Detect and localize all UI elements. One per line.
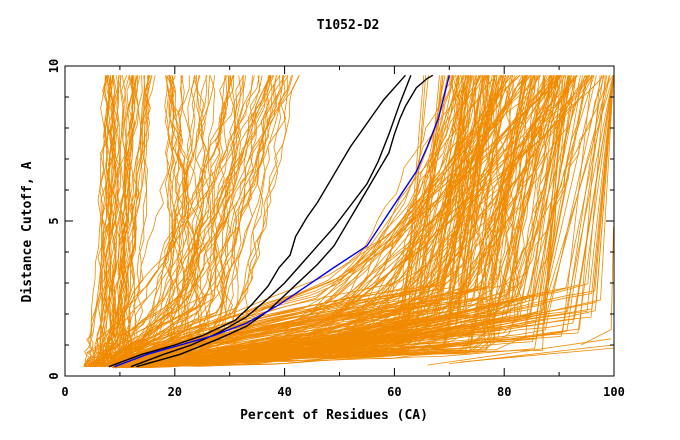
chart-title: T1052-D2 <box>317 18 380 33</box>
model-line <box>127 75 545 368</box>
x-tick-label: 0 <box>61 385 68 399</box>
model-line <box>580 227 614 346</box>
x-tick-label: 80 <box>497 385 511 399</box>
axis-ticks: 0 20 40 60 80 100 0 5 10 <box>47 59 625 399</box>
model-line <box>132 75 557 367</box>
model-line <box>104 75 241 368</box>
model-line <box>93 75 244 367</box>
model-line <box>84 75 134 368</box>
model-line <box>117 75 479 367</box>
model-line <box>150 75 583 367</box>
model-line <box>427 338 612 366</box>
model-line <box>153 75 465 368</box>
model-line <box>110 75 260 367</box>
model-line <box>123 75 183 367</box>
model-line <box>123 75 566 368</box>
model-line <box>85 75 110 367</box>
model-line <box>158 75 471 367</box>
model-line <box>148 75 524 366</box>
model-line <box>169 75 523 368</box>
highlight-series-line <box>136 74 434 368</box>
highlight-lines <box>108 74 450 368</box>
highlight-series-line <box>130 75 412 368</box>
model-line <box>122 75 199 367</box>
model-line <box>91 75 216 367</box>
model-line <box>115 75 459 367</box>
model-line <box>460 347 614 363</box>
model-line <box>93 75 293 368</box>
model-line <box>130 75 300 367</box>
model-line <box>113 75 205 367</box>
model-line <box>94 75 272 367</box>
y-tick-label: 5 <box>47 217 61 224</box>
y-tick-label: 0 <box>47 372 61 379</box>
x-tick-label: 100 <box>603 385 625 399</box>
model-line <box>141 75 536 368</box>
model-line <box>145 75 553 366</box>
model-line <box>130 75 198 367</box>
model-line <box>84 75 120 367</box>
model-line <box>107 75 281 368</box>
highlight-series-line <box>114 75 450 368</box>
bulk-model-lines <box>83 74 614 369</box>
model-line <box>93 75 190 367</box>
model-line <box>108 75 174 367</box>
y-tick-label: 10 <box>47 59 61 73</box>
model-line <box>91 75 233 368</box>
highlight-series-line <box>108 74 406 368</box>
model-line <box>121 75 235 367</box>
x-tick-label: 40 <box>277 385 291 399</box>
x-tick-label: 20 <box>168 385 182 399</box>
model-line <box>86 75 263 368</box>
model-line <box>140 75 495 366</box>
model-line <box>150 75 526 368</box>
model-line <box>118 75 473 367</box>
model-line <box>90 75 109 367</box>
model-line <box>118 75 274 367</box>
model-line <box>111 75 558 368</box>
x-axis-label: Percent of Residues (CA) <box>240 408 428 423</box>
model-line <box>159 75 561 367</box>
x-tick-label: 60 <box>387 385 401 399</box>
model-line <box>105 75 120 367</box>
model-line <box>118 75 472 368</box>
y-axis-label: Distance Cutoff, A <box>20 161 35 302</box>
